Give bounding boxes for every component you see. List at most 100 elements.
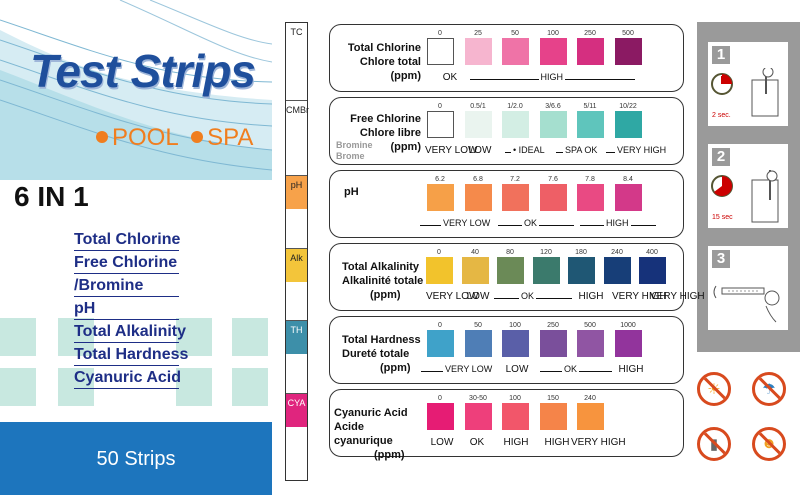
range-label: • IDEAL <box>511 145 547 155</box>
range-label: HIGH <box>618 364 644 375</box>
bullet-icon <box>191 131 204 143</box>
param-free-chlorine: Free Chlorine <box>74 253 179 274</box>
swatch-value: 400 <box>646 249 658 256</box>
product-title: Test Strips <box>30 45 256 97</box>
param-cyanuric-acid: Cyanuric Acid <box>74 368 181 389</box>
swatch-value: 7.8 <box>585 176 595 183</box>
range-label: LOW <box>505 364 529 375</box>
range-label: HIGH <box>503 437 529 448</box>
swatch-value: 10/22 <box>619 103 637 110</box>
range-label: OK <box>519 291 537 301</box>
swatch <box>577 38 604 65</box>
range-label: HIGH <box>578 291 604 302</box>
swatch <box>426 257 453 284</box>
swatch <box>639 257 666 284</box>
param-total-chlorine: Total Chlorine <box>74 230 180 251</box>
range-label: HIGH <box>544 437 570 448</box>
swatch <box>615 38 642 65</box>
swatch <box>577 184 604 211</box>
range-label: VERY HIGH <box>571 437 626 448</box>
swatch-value: 7.2 <box>510 176 520 183</box>
swatch-value: 0 <box>438 322 442 329</box>
step-1: 1 2 sec. <box>708 42 788 126</box>
swatch-value: 500 <box>622 30 634 37</box>
range-label: VERY LOW <box>426 291 479 302</box>
swatch <box>577 403 604 430</box>
no-children-icon: ☻ <box>752 427 786 461</box>
swatch-value: 25 <box>474 30 482 37</box>
param-ph: pH <box>74 299 179 320</box>
pad-cmbr: CMBr <box>286 100 309 140</box>
swatch <box>502 111 529 138</box>
swatch-value: 0 <box>438 30 442 37</box>
no-spray-icon: ▮ <box>697 427 731 461</box>
pool-spa-label: POOL SPA <box>96 124 253 152</box>
range-label: SPA OK <box>563 145 600 155</box>
range-label: LOW <box>466 291 490 302</box>
swatch <box>577 111 604 138</box>
range-label: LOW <box>430 437 454 448</box>
instructions-panel: 1 2 sec. 2 15 sec 3 <box>697 22 800 352</box>
swatch <box>462 257 489 284</box>
swatch-value: 240 <box>611 249 623 256</box>
swatch-value: 100 <box>509 395 521 402</box>
pad-tc: TC <box>290 27 303 37</box>
bullet-icon <box>96 131 108 143</box>
swatch <box>604 257 631 284</box>
swatch <box>502 403 529 430</box>
param-bromine: /Bromine <box>74 276 179 297</box>
range-label: VERY HIGH <box>612 291 667 302</box>
pad-th: TH <box>286 320 307 354</box>
swatch <box>465 184 492 211</box>
range-label: OK <box>442 72 458 83</box>
range-label: HIGH <box>604 218 631 228</box>
swatch <box>427 403 454 430</box>
swatch-value: 80 <box>506 249 514 256</box>
swatch <box>427 330 454 357</box>
step-3: 3 <box>708 246 788 330</box>
swatch <box>540 184 567 211</box>
range-label: VERY LOW <box>443 364 495 374</box>
swatch-value: 7.6 <box>548 176 558 183</box>
swatch-value: 1000 <box>620 322 636 329</box>
swatch-value: 0 <box>437 249 441 256</box>
swatch-value: 0 <box>438 103 442 110</box>
swatch-value: 120 <box>540 249 552 256</box>
six-in-one-label: 6 IN 1 <box>14 181 89 212</box>
swatch-value: 250 <box>547 322 559 329</box>
swatch-value: 100 <box>547 30 559 37</box>
param-total-alkalinity: Total Alkalinity <box>74 322 186 343</box>
strip-count: 50 Strips <box>96 448 176 470</box>
test-strip: TC CMBr pH Alk TH CYA <box>285 22 309 481</box>
swatch-value: 40 <box>471 249 479 256</box>
no-rain-icon: ☂ <box>752 372 786 406</box>
swatch <box>502 38 529 65</box>
swatch <box>427 111 454 138</box>
swatch <box>615 184 642 211</box>
swatch-value: 1/2.0 <box>507 103 523 110</box>
step-2: 2 15 sec <box>708 144 788 228</box>
range-label: OK <box>469 437 485 448</box>
range-label: LOW <box>468 145 492 156</box>
swatch <box>568 257 595 284</box>
swatch-value: 0.5/1 <box>470 103 486 110</box>
swatch <box>540 403 567 430</box>
param-total-hardness: Total Hardness <box>74 345 188 366</box>
swatch-value: 240 <box>584 395 596 402</box>
swatch <box>615 330 642 357</box>
swatch <box>465 330 492 357</box>
swatch-value: 500 <box>584 322 596 329</box>
wave-decoration <box>0 0 272 180</box>
range-label: VERY LOW <box>441 218 493 228</box>
swatch-value: 180 <box>575 249 587 256</box>
swatch <box>465 403 492 430</box>
tile-decoration <box>0 318 272 413</box>
range-label: VERY LOW <box>425 145 478 156</box>
swatch-value: 0 <box>438 395 442 402</box>
pad-alk: Alk <box>286 248 307 282</box>
swatch <box>465 111 492 138</box>
swatch-value: 150 <box>547 395 559 402</box>
swatch-value: 100 <box>509 322 521 329</box>
compare-icon <box>713 285 780 323</box>
range-label: OK <box>562 364 580 374</box>
